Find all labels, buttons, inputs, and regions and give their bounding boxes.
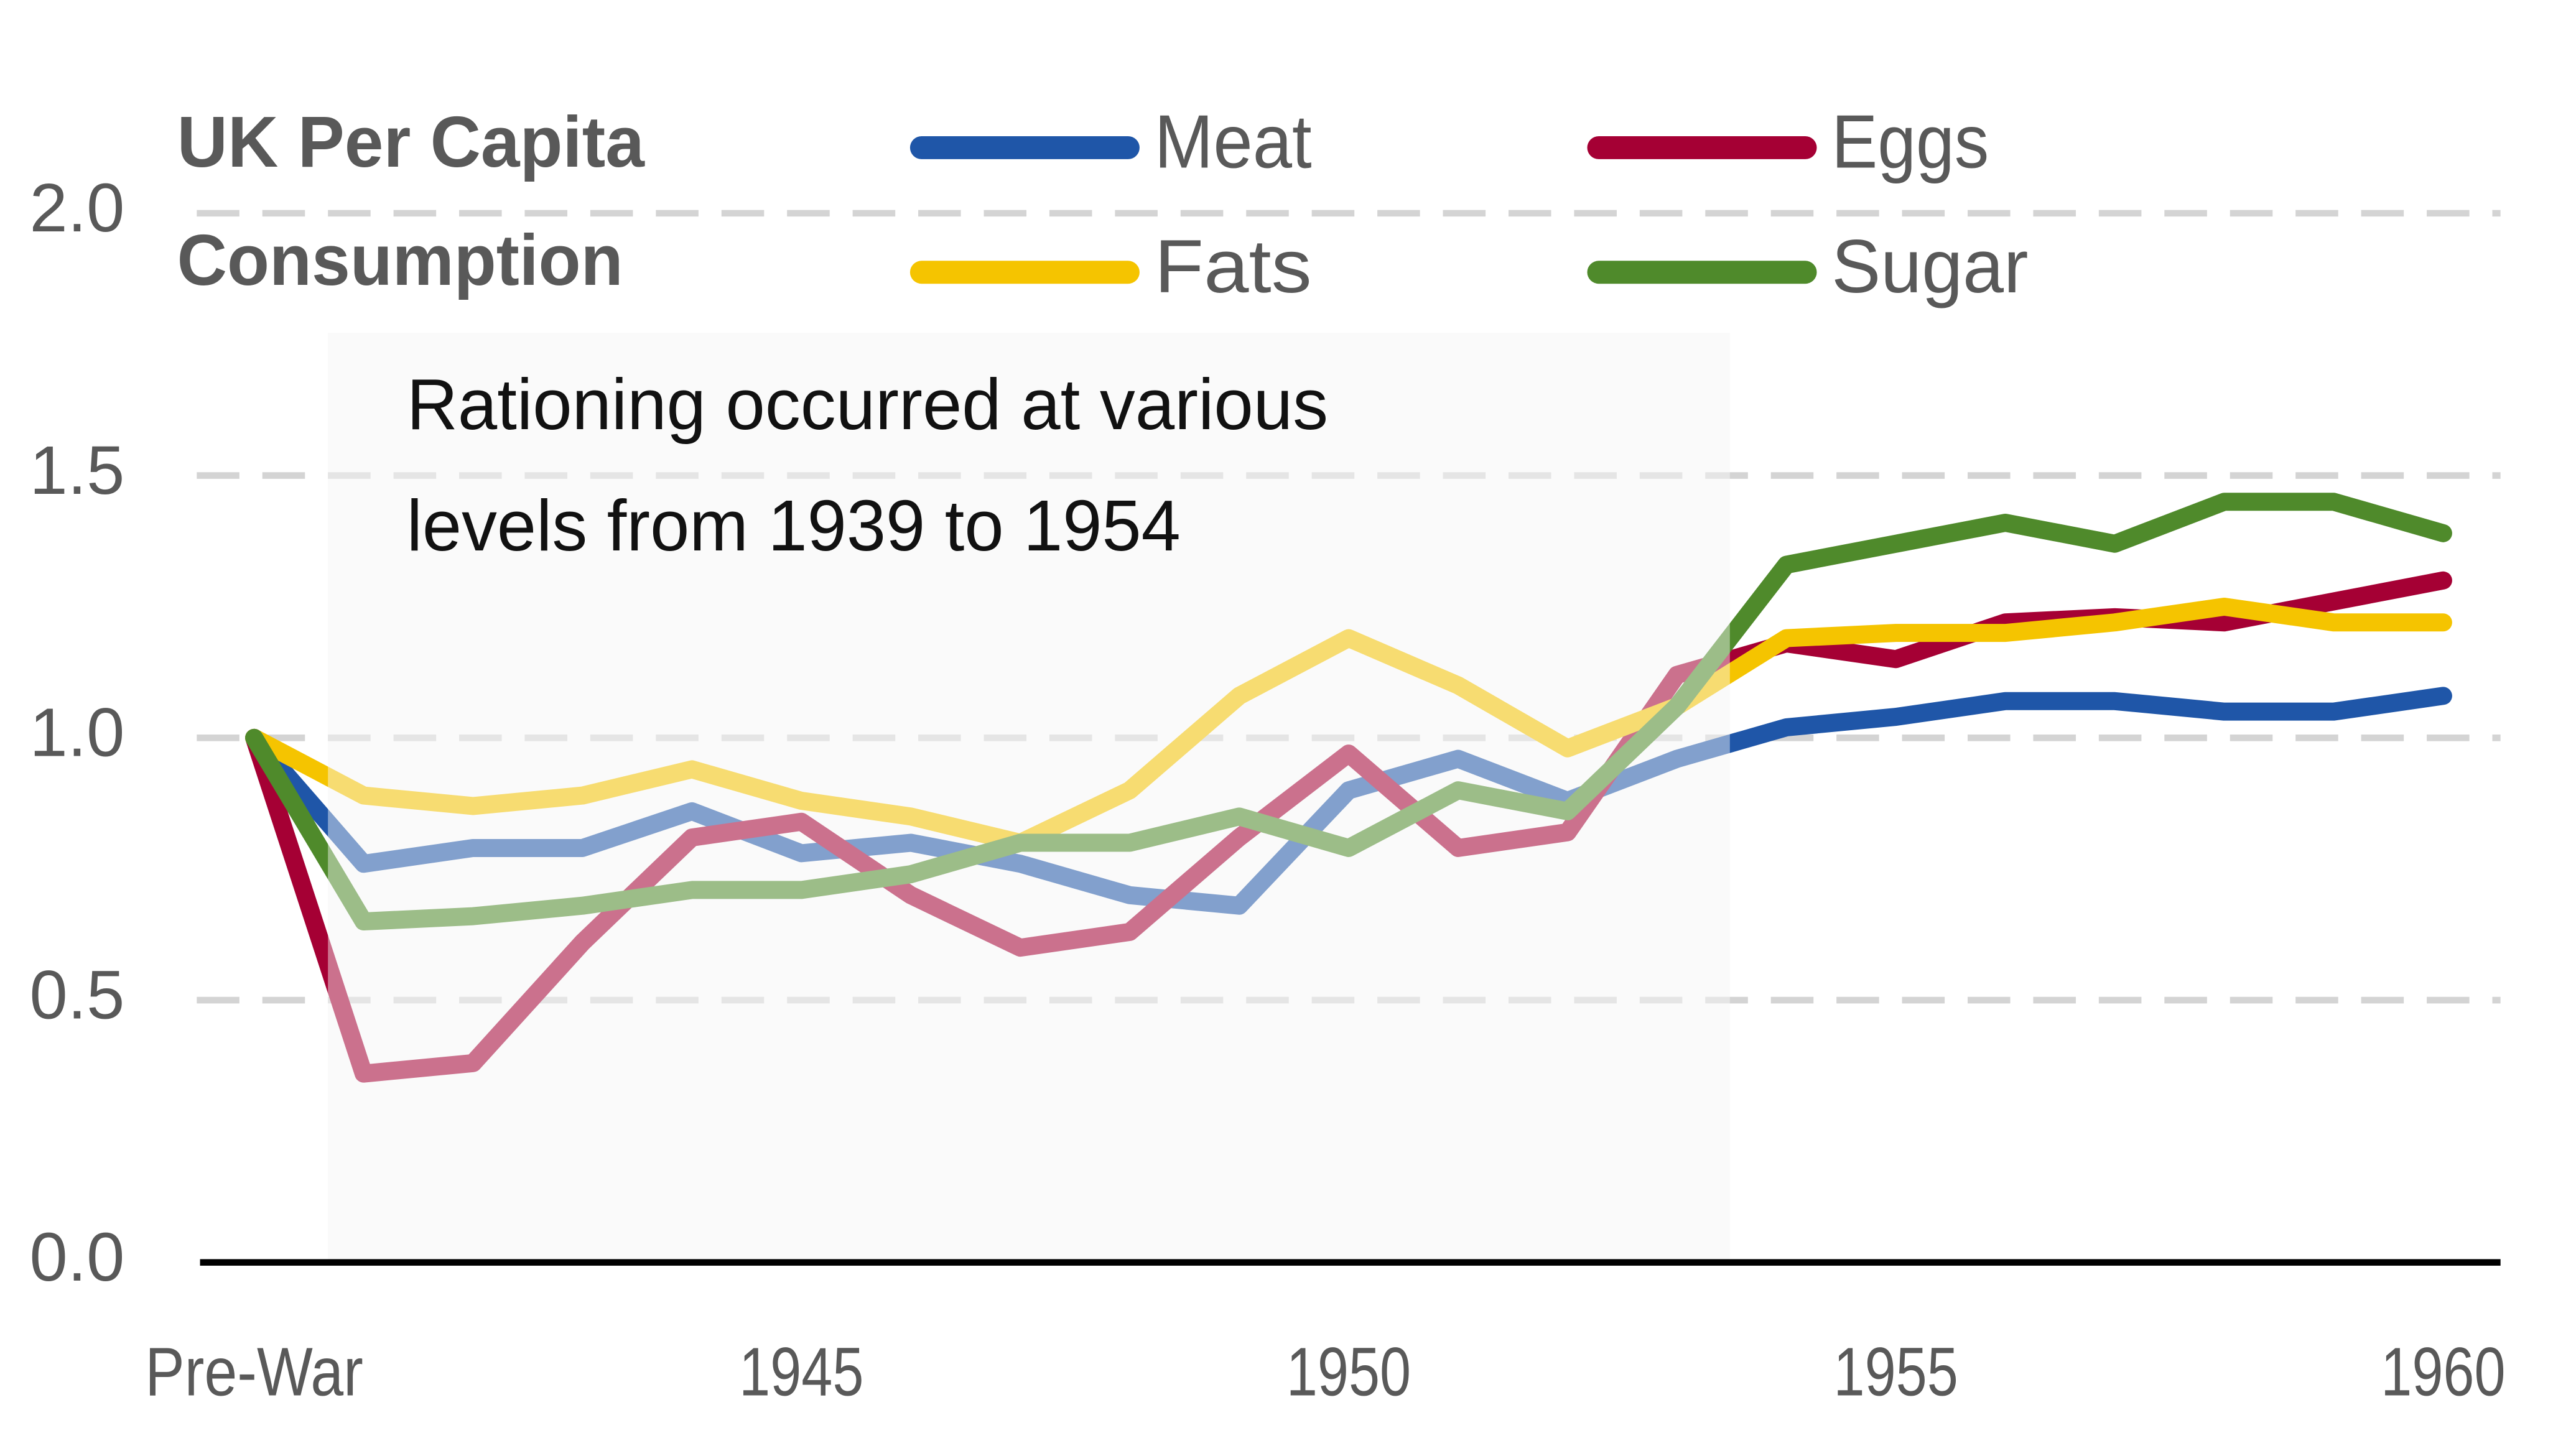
legend-label: Eggs: [1831, 99, 1989, 183]
legend-label: Fats: [1155, 224, 1312, 308]
x-tick-label: 1950: [1286, 1334, 1411, 1411]
series-line: [245, 687, 2452, 915]
annotation: Rationing occurred at various: [407, 364, 1328, 445]
y-tick-label: 1.5: [29, 432, 124, 509]
annotation: levels from 1939 to 1954: [407, 485, 1181, 566]
legend-label: Meat: [1155, 99, 1312, 183]
chart-title: UK Per Capita: [177, 101, 646, 182]
y-tick-label: 0.0: [29, 1219, 124, 1296]
legend-label: Sugar: [1831, 224, 2028, 308]
x-tick-label: 1955: [1834, 1334, 1958, 1411]
x-tick-label: 1960: [2381, 1334, 2505, 1411]
x-tick-label: 1945: [739, 1334, 863, 1411]
rationing-band-overlay: [328, 333, 1730, 1258]
y-tick-label: 1.0: [29, 695, 124, 771]
x-tick-label: Pre-War: [145, 1334, 363, 1411]
chart-title: Consumption: [177, 220, 623, 300]
y-tick-label: 0.5: [29, 957, 124, 1033]
series-line: [245, 597, 2452, 852]
series-line: [245, 493, 2452, 931]
y-tick-label: 2.0: [29, 170, 124, 246]
